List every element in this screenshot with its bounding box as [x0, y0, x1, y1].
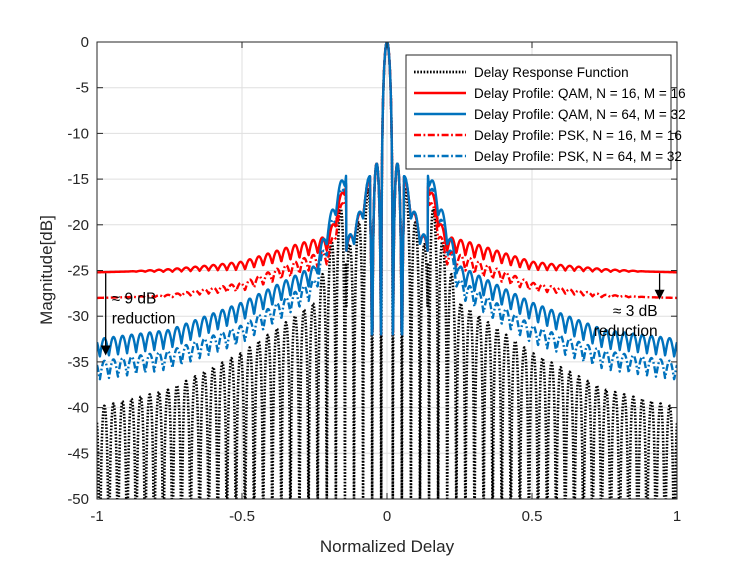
axis-ticks: -1 -0.5 0 0.5 1 0 -5 -10 -15 -20 -25 -30 -35 -40 -45 -5…	[67, 34, 681, 525]
y-tick-label: -15	[67, 171, 89, 188]
x-tick-label: -1	[90, 508, 103, 525]
annotation-text: reduction	[594, 323, 658, 340]
legend-label: Delay Profile: PSK, N = 16, M = 16	[474, 128, 682, 143]
y-tick-label: 0	[81, 34, 89, 51]
series-line	[97, 42, 677, 336]
y-tick-label: -40	[67, 400, 89, 417]
x-tick-label: 1	[673, 508, 681, 525]
y-tick-label: -50	[67, 491, 89, 508]
annotation-text: ≈ 9 dB	[112, 290, 157, 307]
x-tick-label: 0	[383, 508, 391, 525]
y-tick-label: -45	[67, 445, 89, 462]
y-tick-label: -35	[67, 354, 89, 371]
legend-label: Delay Profile: QAM, N = 16, M = 16	[474, 86, 686, 101]
x-tick-label: 0.5	[522, 508, 543, 525]
y-tick-label: -20	[67, 217, 89, 234]
legend-box	[405, 54, 672, 170]
series-layer	[97, 42, 677, 499]
x-tick-label: -0.5	[229, 508, 255, 525]
annotations: ≈ 9 dB reduction ≈ 3 dB reduction	[100, 273, 665, 356]
y-tick-label: -25	[67, 263, 89, 280]
x-axis-label: Normalized Delay	[320, 537, 455, 556]
legend: Delay Response Function Delay Profile: QA…	[405, 54, 686, 170]
y-tick-label: -10	[67, 125, 89, 142]
y-tick-label: -5	[76, 80, 89, 97]
legend-label: Delay Response Function	[474, 65, 629, 80]
annotation-text: reduction	[112, 310, 176, 327]
series-line	[97, 42, 677, 336]
annotation-arrow-head	[100, 345, 111, 356]
legend-label: Delay Profile: QAM, N = 64, M = 32	[474, 107, 686, 122]
annotation-arrow-head	[654, 289, 665, 300]
annotation-text: ≈ 3 dB	[613, 303, 658, 320]
legend-label: Delay Profile: PSK, N = 64, M = 32	[474, 149, 682, 164]
series-line	[97, 42, 677, 358]
y-axis-label: Magnitude[dB]	[37, 215, 56, 325]
y-tick-label: -30	[67, 308, 89, 325]
